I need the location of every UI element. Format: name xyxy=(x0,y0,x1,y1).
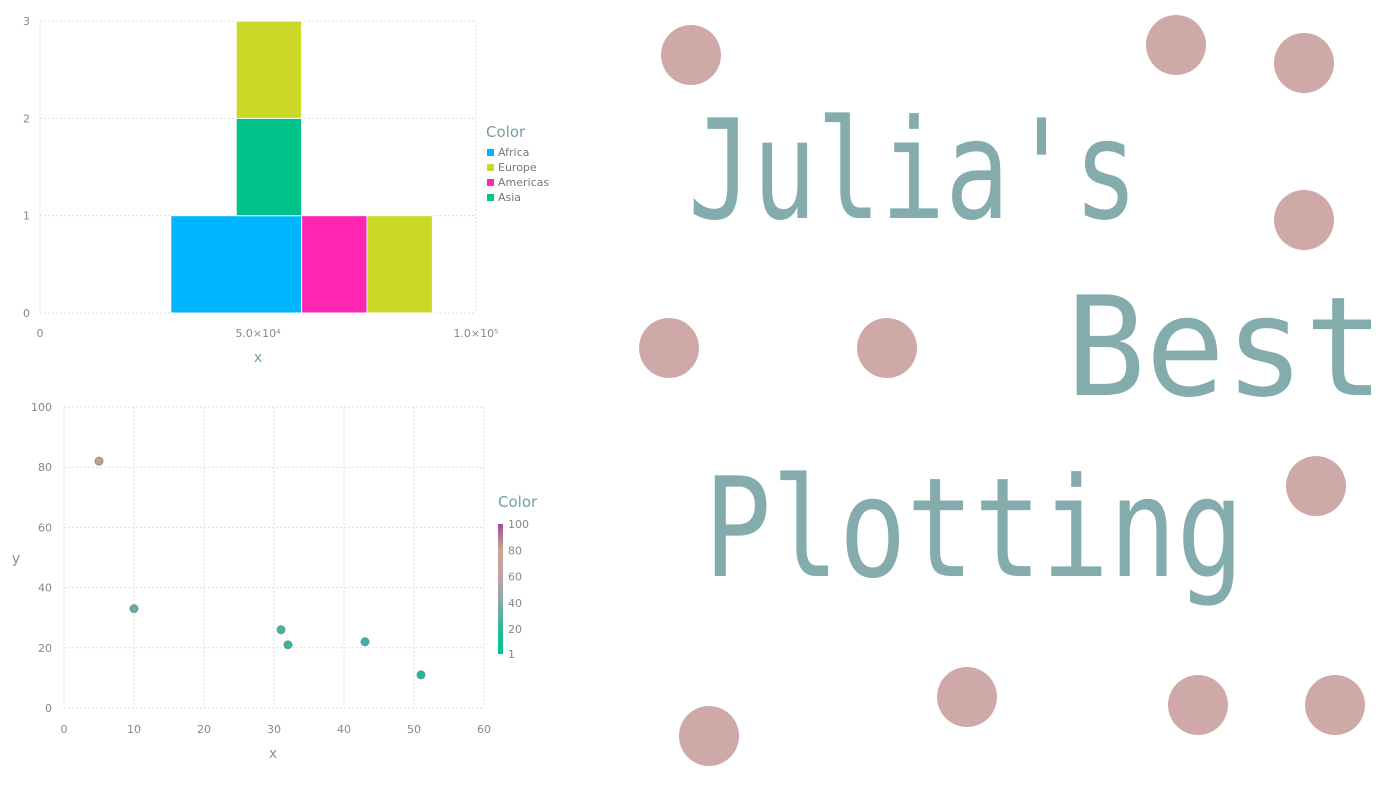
scatter-y-tick: 60 xyxy=(38,521,52,534)
decorative-dot xyxy=(857,318,917,378)
histogram-x-tick: 0 xyxy=(37,327,44,340)
legend-swatch-americas xyxy=(487,179,494,186)
histogram-bar-africa xyxy=(170,215,303,314)
histogram-bars xyxy=(170,20,433,314)
legend-label-americas: Americas xyxy=(498,176,549,189)
histogram-y-tick: 3 xyxy=(23,15,30,28)
legend-label-europe: Europe xyxy=(498,161,537,174)
histogram-x-tick: 5.0×10⁴ xyxy=(235,327,281,340)
histogram-ticks: 0 5.0×10⁴ 1.0×10⁵ 0 1 2 3 xyxy=(23,15,499,340)
scatter-colorbar-title: Color xyxy=(498,493,538,511)
histogram-bar-europe xyxy=(235,20,303,119)
scatter-y-axis-title: y xyxy=(12,551,20,567)
legend-label-asia: Asia xyxy=(498,191,521,204)
legend-swatch-europe xyxy=(487,164,494,171)
colorbar-tick: 1 xyxy=(508,648,515,661)
scatter-point xyxy=(283,640,293,650)
scatter-y-tick: 0 xyxy=(45,702,52,715)
histogram-legend-title: Color xyxy=(486,123,526,141)
histogram-legend: Africa Europe Americas Asia xyxy=(487,146,549,204)
banner-word-best: Best xyxy=(1066,267,1384,428)
banner-word-plotting: Plotting xyxy=(704,448,1244,609)
decorative-dots xyxy=(639,15,1365,766)
title-banner: Julia's Best Plotting xyxy=(639,15,1384,766)
scatter-x-tick: 30 xyxy=(267,723,281,736)
colorbar-tick: 40 xyxy=(508,597,522,610)
histogram-x-axis-title: x xyxy=(254,350,262,366)
scatter-point xyxy=(276,625,286,635)
histogram-y-tick: 0 xyxy=(23,307,30,320)
colorbar-tick: 100 xyxy=(508,518,529,531)
scatter-x-tick: 0 xyxy=(61,723,68,736)
scatter-chart: 0 10 20 30 40 50 60 0 20 40 60 80 100 x y Color 1 20 4… xyxy=(12,401,538,762)
decorative-dot xyxy=(679,706,739,766)
histogram-bar-europe xyxy=(366,215,433,314)
decorative-dot xyxy=(1274,190,1334,250)
histogram-bar-americas xyxy=(301,215,368,314)
scatter-y-tick: 40 xyxy=(38,582,52,595)
decorative-dot xyxy=(1168,675,1228,735)
scatter-y-tick: 100 xyxy=(31,401,52,414)
scatter-point xyxy=(416,670,426,680)
scatter-point xyxy=(129,604,139,614)
scatter-point xyxy=(360,637,370,647)
decorative-dot xyxy=(1146,15,1206,75)
scatter-x-tick: 60 xyxy=(477,723,491,736)
histogram-y-tick: 2 xyxy=(23,112,30,125)
histogram-chart: 0 5.0×10⁴ 1.0×10⁵ 0 1 2 3 x Color Africa Europe… xyxy=(23,15,549,366)
scatter-grid xyxy=(63,406,485,709)
colorbar-tick: 60 xyxy=(508,571,522,584)
scatter-y-tick: 80 xyxy=(38,461,52,474)
decorative-dot xyxy=(661,25,721,85)
colorbar-tick: 80 xyxy=(508,544,522,557)
scatter-x-tick: 40 xyxy=(337,723,351,736)
decorative-dot xyxy=(1274,33,1334,93)
scatter-colorbar-ticks: 1 20 40 60 80 100 xyxy=(508,518,529,661)
decorative-dot xyxy=(639,318,699,378)
legend-label-africa: Africa xyxy=(498,146,529,159)
scatter-points xyxy=(94,456,426,680)
scatter-x-axis-title: x xyxy=(269,746,277,762)
scatter-x-tick: 20 xyxy=(197,723,211,736)
decorative-dot xyxy=(937,667,997,727)
scatter-colorbar xyxy=(498,524,503,654)
scatter-ticks: 0 10 20 30 40 50 60 0 20 40 60 80 100 xyxy=(31,401,491,736)
histogram-bar-asia xyxy=(235,117,303,217)
scatter-point xyxy=(94,456,104,466)
histogram-y-tick: 1 xyxy=(23,210,30,223)
legend-swatch-asia xyxy=(487,194,494,201)
banner-word-julias: Julia's xyxy=(688,90,1138,251)
scatter-y-tick: 20 xyxy=(38,642,52,655)
legend-swatch-africa xyxy=(487,149,494,156)
decorative-dot xyxy=(1305,675,1365,735)
scatter-x-tick: 50 xyxy=(407,723,421,736)
colorbar-tick: 20 xyxy=(508,623,522,636)
scatter-x-tick: 10 xyxy=(127,723,141,736)
decorative-dot xyxy=(1286,456,1346,516)
histogram-x-tick: 1.0×10⁵ xyxy=(453,327,498,340)
